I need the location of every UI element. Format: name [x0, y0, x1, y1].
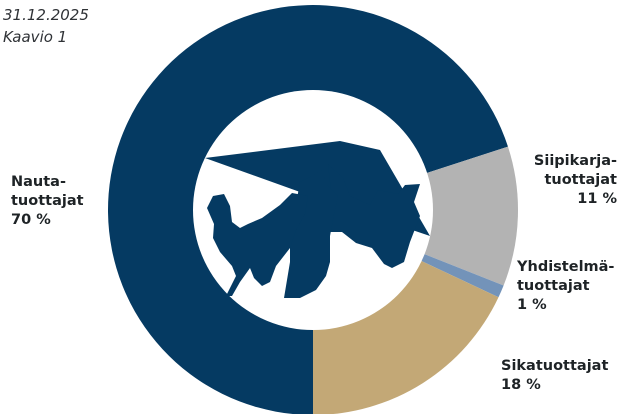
label-sika-percent: 18 %	[501, 377, 541, 393]
label-siipikarja-line2: tuottajat	[544, 172, 617, 188]
label-nauta-line1: Nauta-	[11, 174, 66, 190]
label-sika-line1: Sikatuottajat	[501, 358, 609, 374]
label-yhdistelma-line2: tuottajat	[517, 278, 590, 294]
label-siipikarja: Siipikarja- tuottajat 11 %	[534, 152, 617, 209]
label-nauta: Nauta- tuottajat 70 %	[11, 173, 84, 230]
label-nauta-percent: 70 %	[11, 212, 51, 228]
label-nauta-line2: tuottajat	[11, 193, 84, 209]
label-sika: Sikatuottajat 18 %	[501, 357, 608, 395]
label-yhdistelma-line1: Yhdistelmä-	[517, 259, 615, 275]
label-yhdistelma: Yhdistelmä- tuottajat 1 %	[517, 258, 614, 315]
chart-meta: 31.12.2025 Kaavio 1	[3, 4, 89, 48]
label-siipikarja-percent: 11 %	[577, 191, 617, 207]
label-siipikarja-line1: Siipikarja-	[533, 153, 617, 169]
chart-date: 31.12.2025	[3, 6, 89, 24]
chart-caption: Kaavio 1	[3, 28, 68, 46]
label-yhdistelma-percent: 1 %	[517, 297, 547, 313]
animals-silhouette-icon	[205, 141, 430, 298]
